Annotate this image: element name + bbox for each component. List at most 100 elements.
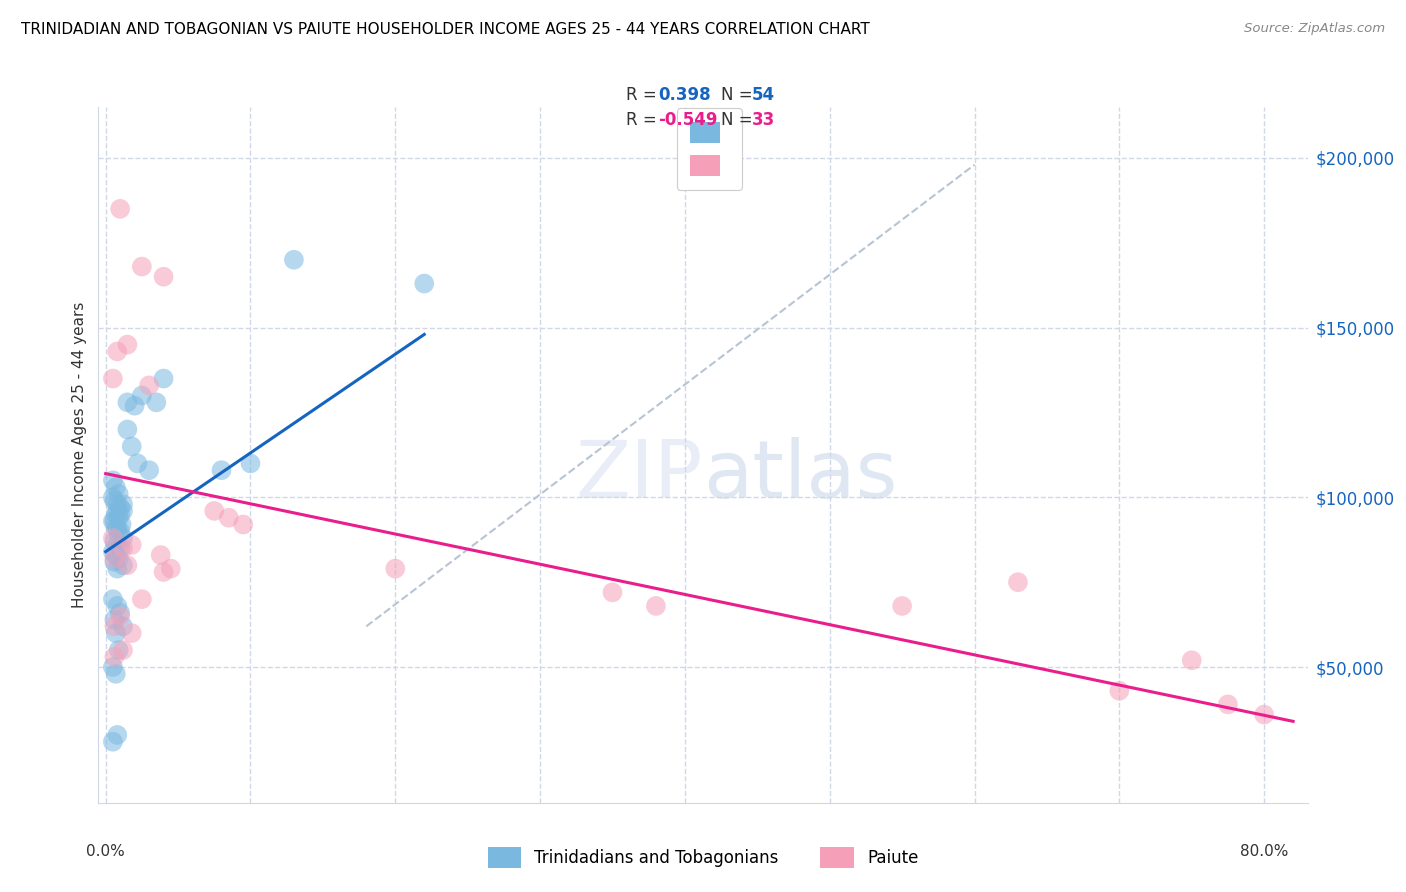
Point [1108,683,1130,698]
Text: atlas: atlas [703,437,897,515]
Point [131,388,153,402]
Point [121,538,143,552]
Point [112,504,135,518]
Point [105,497,128,511]
Point [138,378,160,392]
Point [101,544,124,558]
Point [105,728,128,742]
Point [232,517,254,532]
Point [101,474,124,488]
Point [145,395,167,409]
Point [107,510,129,524]
Point [1253,707,1275,722]
Point [108,500,131,515]
Point [1216,698,1239,712]
Point [121,439,143,453]
Point [112,531,135,545]
Point [101,491,124,505]
Point [117,422,139,436]
Point [105,561,128,575]
Point [101,371,124,385]
Y-axis label: Householder Income Ages 25 - 44 years: Householder Income Ages 25 - 44 years [72,301,87,608]
Point [108,609,131,624]
Point [112,558,135,573]
Point [101,592,124,607]
Point [108,508,131,522]
Text: 33: 33 [752,111,776,128]
Point [112,643,135,657]
Point [1181,653,1204,667]
Text: R =: R = [626,111,662,128]
Point [218,510,240,524]
Point [101,735,124,749]
Point [149,548,172,562]
Point [103,649,125,664]
Text: 0.0%: 0.0% [86,844,125,858]
Point [121,626,143,640]
Point [413,277,436,291]
Point [112,619,135,633]
Point [105,538,128,552]
Point [108,524,131,539]
Text: -0.549: -0.549 [658,111,717,128]
Point [202,504,225,518]
Point [103,551,125,566]
Point [283,252,305,267]
Point [108,541,131,556]
Point [101,660,124,674]
Text: TRINIDADIAN AND TOBAGONIAN VS PAIUTE HOUSEHOLDER INCOME AGES 25 - 44 YEARS CORRE: TRINIDADIAN AND TOBAGONIAN VS PAIUTE HOU… [21,22,870,37]
Point [211,463,233,477]
Point [152,565,174,579]
Point [107,551,129,566]
Point [131,592,153,607]
Point [103,613,125,627]
Text: 80.0%: 80.0% [1240,844,1288,858]
Point [602,585,624,599]
Point [108,202,131,216]
Point [104,508,127,522]
Point [104,626,127,640]
Text: N =: N = [721,87,758,104]
Point [107,527,129,541]
Point [152,269,174,284]
Point [105,344,128,359]
Point [127,457,149,471]
Point [103,619,125,633]
Point [645,599,668,613]
Point [104,521,127,535]
Text: 0.398: 0.398 [658,87,710,104]
Point [124,399,146,413]
Point [112,541,135,556]
Point [117,395,139,409]
Text: ZIP: ZIP [575,437,703,515]
Point [101,531,124,545]
Point [108,606,131,620]
Legend: Trinidadians and Tobagonians, Paiute: Trinidadians and Tobagonians, Paiute [481,841,925,874]
Point [117,558,139,573]
Text: R =: R = [626,87,662,104]
Point [117,337,139,351]
Point [103,493,125,508]
Point [104,480,127,494]
Point [131,260,153,274]
Point [1007,575,1029,590]
Point [104,666,127,681]
Point [105,599,128,613]
Point [101,514,124,528]
Point [105,521,128,535]
Point [107,487,129,501]
Text: Source: ZipAtlas.com: Source: ZipAtlas.com [1244,22,1385,36]
Point [159,561,181,575]
Point [105,504,128,518]
Point [138,463,160,477]
Point [239,457,262,471]
Point [152,371,174,385]
Point [104,548,127,562]
Text: N =: N = [721,111,758,128]
Point [103,534,125,549]
Point [384,561,406,575]
Point [110,517,132,532]
Point [112,497,135,511]
Point [107,643,129,657]
Point [103,555,125,569]
